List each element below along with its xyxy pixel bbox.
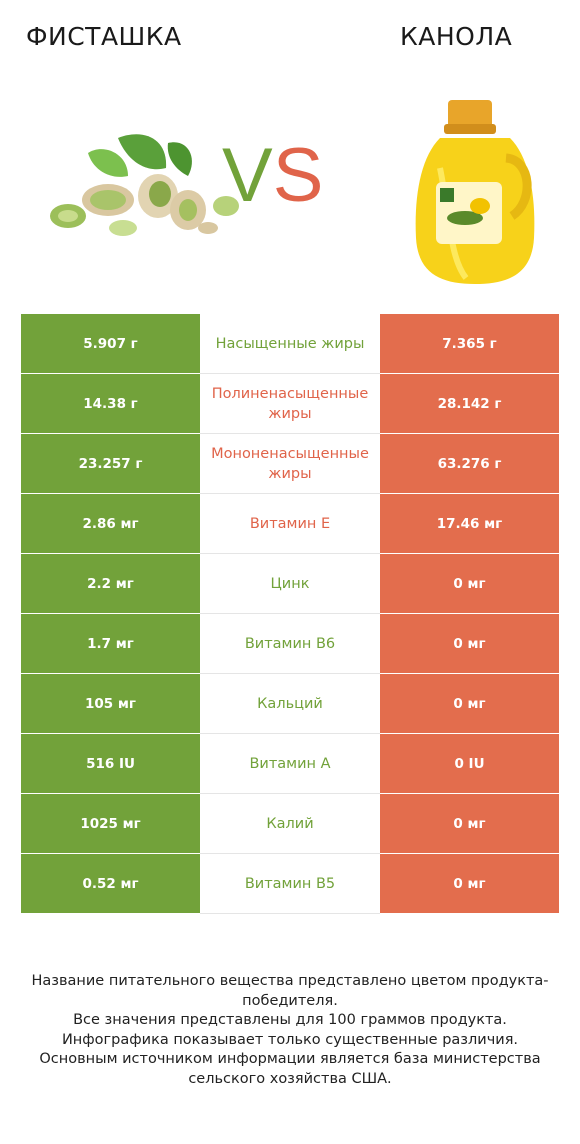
vs-v: V <box>222 133 273 218</box>
left-value: 2.2 мг <box>21 554 200 614</box>
nutrient-label-text: Кальций <box>257 695 323 712</box>
right-value: 28.142 г <box>380 374 559 434</box>
table-row: 2.86 мг Витамин E 17.46 мг <box>21 494 559 554</box>
nutrient-label: Калий <box>200 794 380 854</box>
left-value: 14.38 г <box>21 374 200 434</box>
left-product-title: ФИСТАШКА <box>26 22 182 51</box>
nutrient-label-text: Насыщенные жиры <box>215 335 365 352</box>
nutrient-label: Витамин A <box>200 734 380 794</box>
nutrient-label-text: Витамин B6 <box>244 635 336 652</box>
nutrient-label-text: Калий <box>266 815 314 832</box>
table-row: 5.907 г Насыщенные жиры 7.365 г <box>21 314 559 374</box>
right-value: 0 IU <box>380 734 559 794</box>
right-value: 0 мг <box>380 794 559 854</box>
right-value: 0 мг <box>380 614 559 674</box>
table-row: 2.2 мг Цинк 0 мг <box>21 554 559 614</box>
nutrient-label: Мононенасыщенные жиры <box>200 434 380 494</box>
table-row: 105 мг Кальций 0 мг <box>21 674 559 734</box>
comparison-table: 5.907 г Насыщенные жиры 7.365 г 14.38 г Поли… <box>21 314 559 914</box>
nutrient-label: Витамин E <box>200 494 380 554</box>
header: ФИСТАШКА КАНОЛА VS <box>0 0 580 300</box>
table-row: 23.257 г Мононенасыщенные жиры 63.276 г <box>21 434 559 494</box>
right-product-title: КАНОЛА <box>400 22 513 51</box>
left-value: 2.86 мг <box>21 494 200 554</box>
table-row: 1025 мг Калий 0 мг <box>21 794 559 854</box>
footer-line-1: Название питательного вещества представл… <box>31 973 549 1009</box>
nutrient-label-text: Витамин E <box>249 515 331 532</box>
nutrient-label-text: Полиненасыщенные жиры <box>211 385 369 422</box>
pistachio-image <box>50 134 239 236</box>
right-value: 0 мг <box>380 674 559 734</box>
nutrient-label: Полиненасыщенные жиры <box>200 374 380 434</box>
nutrient-label: Витамин B6 <box>200 614 380 674</box>
footer-notes: Название питательного вещества представл… <box>10 972 570 1089</box>
vs-s: S <box>272 133 324 218</box>
nutrient-label-text: Витамин B5 <box>244 875 336 892</box>
right-value: 63.276 г <box>380 434 559 494</box>
nutrient-label: Кальций <box>200 674 380 734</box>
vs-label: VS <box>222 138 323 214</box>
left-value: 0.52 мг <box>21 854 200 914</box>
table-row: 516 IU Витамин A 0 IU <box>21 734 559 794</box>
right-value: 0 мг <box>380 554 559 614</box>
right-value: 17.46 мг <box>380 494 559 554</box>
left-value: 23.257 г <box>21 434 200 494</box>
footer-line-4: Основным источником информации является … <box>39 1051 541 1087</box>
left-value: 105 мг <box>21 674 200 734</box>
nutrient-label: Цинк <box>200 554 380 614</box>
nutrient-label-text: Мононенасыщенные жиры <box>211 445 369 482</box>
table-row: 1.7 мг Витамин B6 0 мг <box>21 614 559 674</box>
nutrient-label-text: Витамин A <box>249 755 331 772</box>
left-value: 5.907 г <box>21 314 200 374</box>
nutrient-label-text: Цинк <box>270 575 310 592</box>
left-value: 1.7 мг <box>21 614 200 674</box>
nutrient-label: Витамин B5 <box>200 854 380 914</box>
left-value: 1025 мг <box>21 794 200 854</box>
canola-oil-bottle-image <box>415 100 535 284</box>
nutrient-label: Насыщенные жиры <box>200 314 380 374</box>
footer-line-2: Все значения представлены для 100 граммо… <box>73 1012 507 1028</box>
footer-line-3: Инфографика показывает только существенн… <box>61 1031 519 1048</box>
table-row: 0.52 мг Витамин B5 0 мг <box>21 854 559 914</box>
right-value: 7.365 г <box>380 314 559 374</box>
table-row: 14.38 г Полиненасыщенные жиры 28.142 г <box>21 374 559 434</box>
right-value: 0 мг <box>380 854 559 914</box>
left-value: 516 IU <box>21 734 200 794</box>
